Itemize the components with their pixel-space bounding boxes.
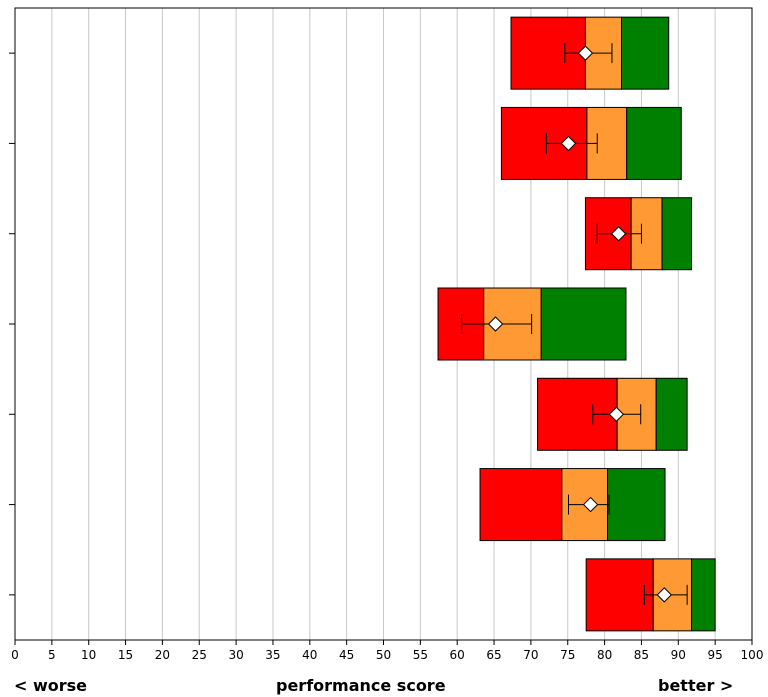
bar-segment-high xyxy=(540,287,627,361)
bar-segment-high xyxy=(607,468,666,542)
x-tick-label: 45 xyxy=(339,648,354,662)
x-tick-label: 80 xyxy=(597,648,612,662)
x-tick-label: 95 xyxy=(708,648,723,662)
mean-marker xyxy=(608,406,625,422)
better-label: better > xyxy=(658,676,734,695)
bar-segment-low xyxy=(479,468,563,542)
x-tick-label: 10 xyxy=(81,648,96,662)
mean-marker xyxy=(656,587,673,603)
x-tick-label: 35 xyxy=(265,648,280,662)
x-tick-label: 5 xyxy=(48,648,56,662)
bar-segment-high xyxy=(691,558,716,632)
x-tick-label: 90 xyxy=(671,648,686,662)
mean-marker xyxy=(582,496,599,513)
mean-marker xyxy=(610,226,627,242)
x-tick-label: 60 xyxy=(450,648,465,662)
bar-segment-high xyxy=(626,106,682,180)
x-tick-label: 65 xyxy=(486,648,501,662)
x-tick-label: 25 xyxy=(192,648,207,662)
x-tick-label: 55 xyxy=(413,648,428,662)
bar-segment-high xyxy=(621,16,670,90)
worse-label: < worse xyxy=(14,676,88,695)
bar-segment-high xyxy=(661,197,693,271)
bars xyxy=(437,16,716,632)
x-tick-label: 50 xyxy=(376,648,391,662)
x-tick-label: 30 xyxy=(228,648,243,662)
x-tick-label: 20 xyxy=(155,648,170,662)
mean-marker xyxy=(577,45,594,61)
x-tick-label: 85 xyxy=(634,648,649,662)
x-tick-label: 70 xyxy=(523,648,538,662)
x-tick-label: 75 xyxy=(560,648,575,662)
mean-marker xyxy=(560,135,577,152)
x-tick-label: 15 xyxy=(118,648,133,662)
x-tick-label: 0 xyxy=(11,648,19,662)
mean-marker xyxy=(487,316,504,332)
gridlines xyxy=(51,8,753,640)
bar-segment-low xyxy=(585,558,654,632)
x-tick-label: 100 xyxy=(741,648,764,662)
x-axis-title: performance score xyxy=(276,676,446,695)
bar-segment-high xyxy=(655,377,688,451)
x-tick-label: 40 xyxy=(302,648,317,662)
axes: 0 5 10 15 20 25 30 35 40 45 50 55 60 65 70 75 80 85 90 95 10… xyxy=(9,7,764,662)
